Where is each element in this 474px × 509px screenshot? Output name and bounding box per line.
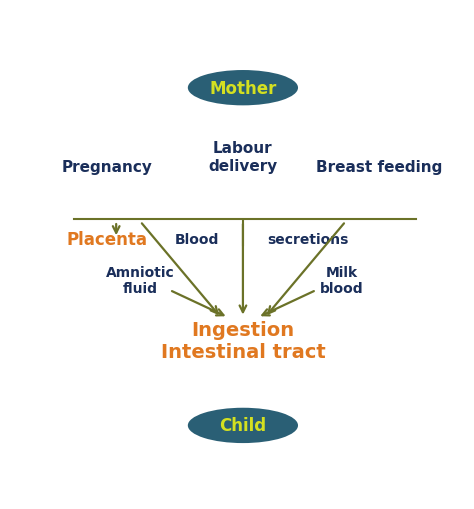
Text: Ingestion
Intestinal tract: Ingestion Intestinal tract	[161, 321, 325, 362]
Text: secretions: secretions	[267, 233, 348, 246]
Text: Pregnancy: Pregnancy	[62, 159, 153, 175]
Text: Mother: Mother	[209, 79, 277, 98]
Text: Blood: Blood	[175, 233, 219, 246]
Text: Milk
blood: Milk blood	[320, 266, 364, 296]
Text: Amniotic
fluid: Amniotic fluid	[106, 266, 174, 296]
Ellipse shape	[188, 71, 298, 106]
Text: Labour
delivery: Labour delivery	[208, 141, 278, 173]
Text: Breast feeding: Breast feeding	[316, 159, 442, 175]
Text: Child: Child	[219, 416, 266, 435]
Ellipse shape	[188, 408, 298, 443]
Text: Placenta: Placenta	[66, 231, 147, 248]
